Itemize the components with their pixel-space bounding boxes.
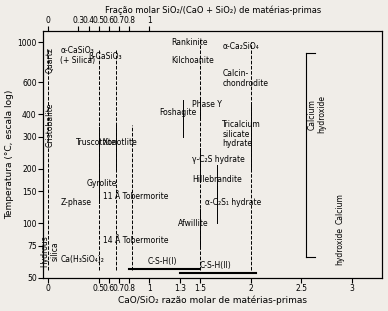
Text: Kilchoanite: Kilchoanite bbox=[171, 56, 215, 65]
Text: Ca(H₃SiO₄)₂: Ca(H₃SiO₄)₂ bbox=[60, 255, 104, 264]
Text: α-C₂S₁ hydrate: α-C₂S₁ hydrate bbox=[205, 198, 262, 207]
Text: Calcium
hydroxide: Calcium hydroxide bbox=[307, 95, 326, 133]
Text: Xonotlite: Xonotlite bbox=[103, 138, 137, 147]
Text: Hillebrandite: Hillebrandite bbox=[192, 175, 242, 184]
X-axis label: Fração molar SiO₂/(CaO + SiO₂) de matérias-primas: Fração molar SiO₂/(CaO + SiO₂) de matéri… bbox=[105, 6, 321, 15]
Text: γ-C₂S hydrate: γ-C₂S hydrate bbox=[192, 155, 245, 164]
Text: Gyrolite: Gyrolite bbox=[87, 179, 117, 188]
Y-axis label: Temperatura (°C, escala log): Temperatura (°C, escala log) bbox=[5, 90, 15, 219]
Text: Phase Y: Phase Y bbox=[192, 100, 222, 109]
Text: 11 Å Tobermorite: 11 Å Tobermorite bbox=[103, 193, 168, 201]
Text: α-CaSiO₃
(+ Silica): α-CaSiO₃ (+ Silica) bbox=[60, 46, 95, 65]
Text: α-Ca₂SiO₄: α-Ca₂SiO₄ bbox=[222, 43, 259, 51]
X-axis label: CaO/SiO₂ razão molar de matérias-primas: CaO/SiO₂ razão molar de matérias-primas bbox=[118, 296, 307, 305]
Text: C-S-H(II): C-S-H(II) bbox=[200, 262, 232, 270]
Text: Cristobalite: Cristobalite bbox=[45, 103, 55, 147]
Text: Calcin-
chondrodite: Calcin- chondrodite bbox=[222, 69, 268, 88]
Text: Tricalcium
silicate
hydrate: Tricalcium silicate hydrate bbox=[222, 120, 261, 148]
Text: Hydrous
silica: Hydrous silica bbox=[41, 235, 59, 267]
Text: C-S-H(I): C-S-H(I) bbox=[147, 257, 177, 266]
Text: hydroxide: hydroxide bbox=[335, 227, 345, 265]
Text: Quartz: Quartz bbox=[45, 47, 55, 73]
Text: Afwillite: Afwillite bbox=[178, 219, 208, 228]
Text: Z-phase: Z-phase bbox=[60, 198, 91, 207]
Text: Rankinite: Rankinite bbox=[171, 38, 208, 47]
Text: β-CaSiO₃: β-CaSiO₃ bbox=[88, 52, 122, 61]
Text: 14 Å Tobermorite: 14 Å Tobermorite bbox=[103, 236, 168, 245]
Text: Foshagite: Foshagite bbox=[159, 108, 197, 117]
Text: Truscottite: Truscottite bbox=[76, 138, 117, 147]
Text: Calcium: Calcium bbox=[335, 193, 345, 225]
